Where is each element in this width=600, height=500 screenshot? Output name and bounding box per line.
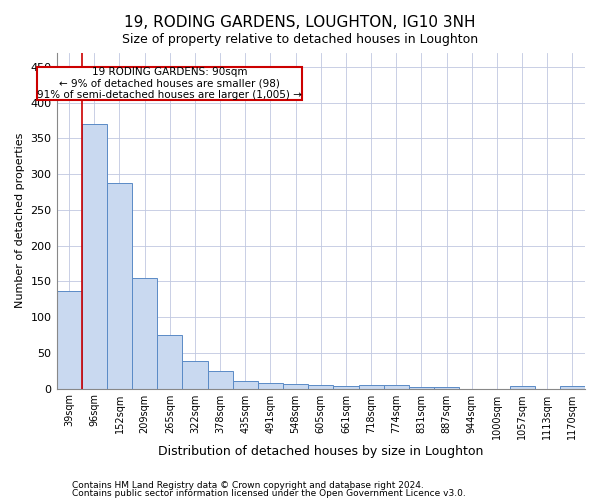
Bar bbox=[132, 278, 157, 388]
Bar bbox=[233, 382, 258, 388]
X-axis label: Distribution of detached houses by size in Loughton: Distribution of detached houses by size … bbox=[158, 444, 484, 458]
Text: 19, RODING GARDENS, LOUGHTON, IG10 3NH: 19, RODING GARDENS, LOUGHTON, IG10 3NH bbox=[124, 15, 476, 30]
Bar bbox=[182, 362, 208, 388]
Bar bbox=[107, 182, 132, 388]
Bar bbox=[560, 386, 585, 388]
Bar bbox=[359, 385, 383, 388]
Bar bbox=[157, 335, 182, 388]
Bar bbox=[208, 370, 233, 388]
Text: Contains HM Land Registry data © Crown copyright and database right 2024.: Contains HM Land Registry data © Crown c… bbox=[72, 480, 424, 490]
Bar bbox=[308, 385, 334, 388]
Bar bbox=[383, 385, 409, 388]
Bar bbox=[56, 292, 82, 388]
Bar bbox=[82, 124, 107, 388]
Bar bbox=[258, 383, 283, 388]
Bar bbox=[283, 384, 308, 388]
Bar bbox=[409, 387, 434, 388]
Bar bbox=[509, 386, 535, 388]
Y-axis label: Number of detached properties: Number of detached properties bbox=[15, 133, 25, 308]
Bar bbox=[334, 386, 359, 388]
Bar bbox=[434, 387, 459, 388]
Text: Contains public sector information licensed under the Open Government Licence v3: Contains public sector information licen… bbox=[72, 489, 466, 498]
Text: Size of property relative to detached houses in Loughton: Size of property relative to detached ho… bbox=[122, 32, 478, 46]
Text: 19 RODING GARDENS: 90sqm
← 9% of detached houses are smaller (98)
91% of semi-de: 19 RODING GARDENS: 90sqm ← 9% of detache… bbox=[37, 66, 302, 100]
